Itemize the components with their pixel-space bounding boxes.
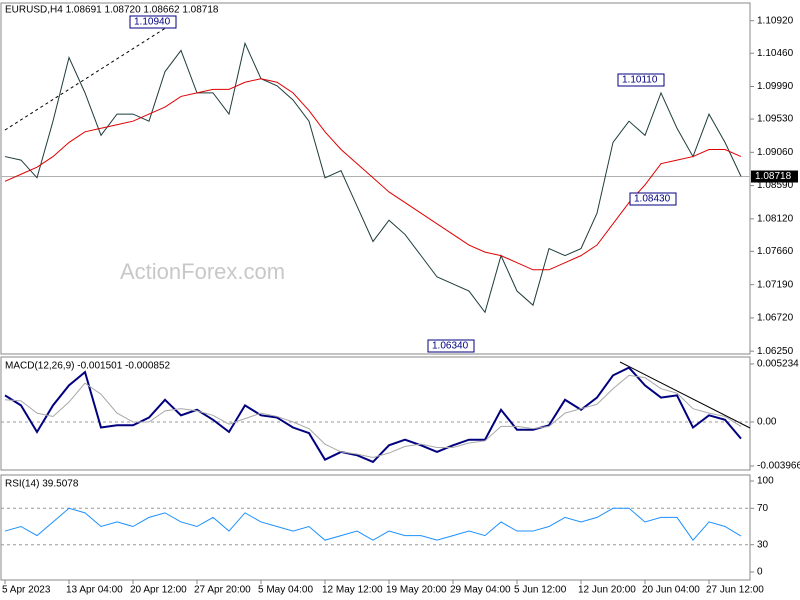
x-tick-label: 5 Apr 2023 — [2, 585, 51, 596]
x-tick-label: 27 Jun 12:00 — [706, 585, 764, 596]
x-tick-label: 5 May 04:00 — [258, 585, 313, 596]
series-line — [4, 41, 742, 314]
price-panel — [0, 2, 751, 355]
y-tick-label: 1.10460 — [757, 48, 794, 59]
annotation-box — [427, 339, 475, 353]
panel-title: RSI(14) 39.5078 — [5, 479, 79, 490]
x-tick-label: 29 May 04:00 — [450, 585, 511, 596]
x-tick-label: 12 Jun 20:00 — [578, 585, 636, 596]
y-tick-label: 1.09990 — [757, 81, 794, 92]
y-tick-label: 0 — [757, 567, 763, 578]
series-line — [4, 366, 742, 464]
x-tick-label: 12 May 12:00 — [322, 585, 383, 596]
y-tick-label: 1.10920 — [757, 15, 794, 26]
y-tick-label: 1.06250 — [757, 346, 794, 357]
watermark: ActionForex.com — [120, 259, 285, 284]
x-tick-label: 20 Apr 12:00 — [130, 585, 187, 596]
current-price-label: 1.08718 — [755, 171, 792, 182]
y-tick-label: 0.00 — [757, 417, 777, 428]
series-line — [4, 78, 742, 271]
panel-title: MACD(12,26,9) -0.001501 -0.000852 — [5, 361, 171, 372]
panel-title: EURUSD,H4 1.08691 1.08720 1.08662 1.0871… — [5, 5, 219, 16]
macd-panel — [0, 356, 751, 471]
y-tick-label: 30 — [757, 539, 769, 550]
series-line — [4, 374, 742, 458]
y-tick-label: 1.08120 — [757, 213, 794, 224]
y-tick-label: 100 — [757, 476, 774, 487]
y-tick-label: 1.06720 — [757, 313, 794, 324]
y-tick-label: 1.07190 — [757, 279, 794, 290]
y-tick-label: 1.09530 — [757, 114, 794, 125]
y-tick-label: 1.07660 — [757, 246, 794, 257]
x-tick-label: 20 Jun 04:00 — [642, 585, 700, 596]
annotation: 1.10110 — [622, 75, 658, 86]
annotation: 1.10940 — [134, 17, 171, 28]
y-tick-label: 0.005234 — [757, 359, 799, 370]
rsi-panel — [0, 474, 751, 581]
series-line — [4, 507, 742, 541]
x-tick-label: 13 Apr 04:00 — [66, 585, 123, 596]
y-tick-label: 1.08590 — [757, 180, 794, 191]
annotation: 1.08430 — [634, 194, 671, 205]
annotation: 1.06340 — [432, 341, 469, 352]
current-price-box — [751, 170, 798, 183]
annotation-box — [629, 192, 677, 206]
trend-line — [619, 361, 751, 429]
x-tick-label: 27 Apr 20:00 — [194, 585, 251, 596]
y-tick-label: 1.09060 — [757, 147, 794, 158]
x-tick-label: 5 Jun 12:00 — [514, 585, 567, 596]
x-tick-label: 19 May 20:00 — [386, 585, 447, 596]
annotation-box — [617, 73, 665, 87]
annotation-box — [129, 15, 177, 29]
y-tick-label: 70 — [757, 503, 769, 514]
y-tick-label: -0.003966 — [757, 461, 800, 472]
